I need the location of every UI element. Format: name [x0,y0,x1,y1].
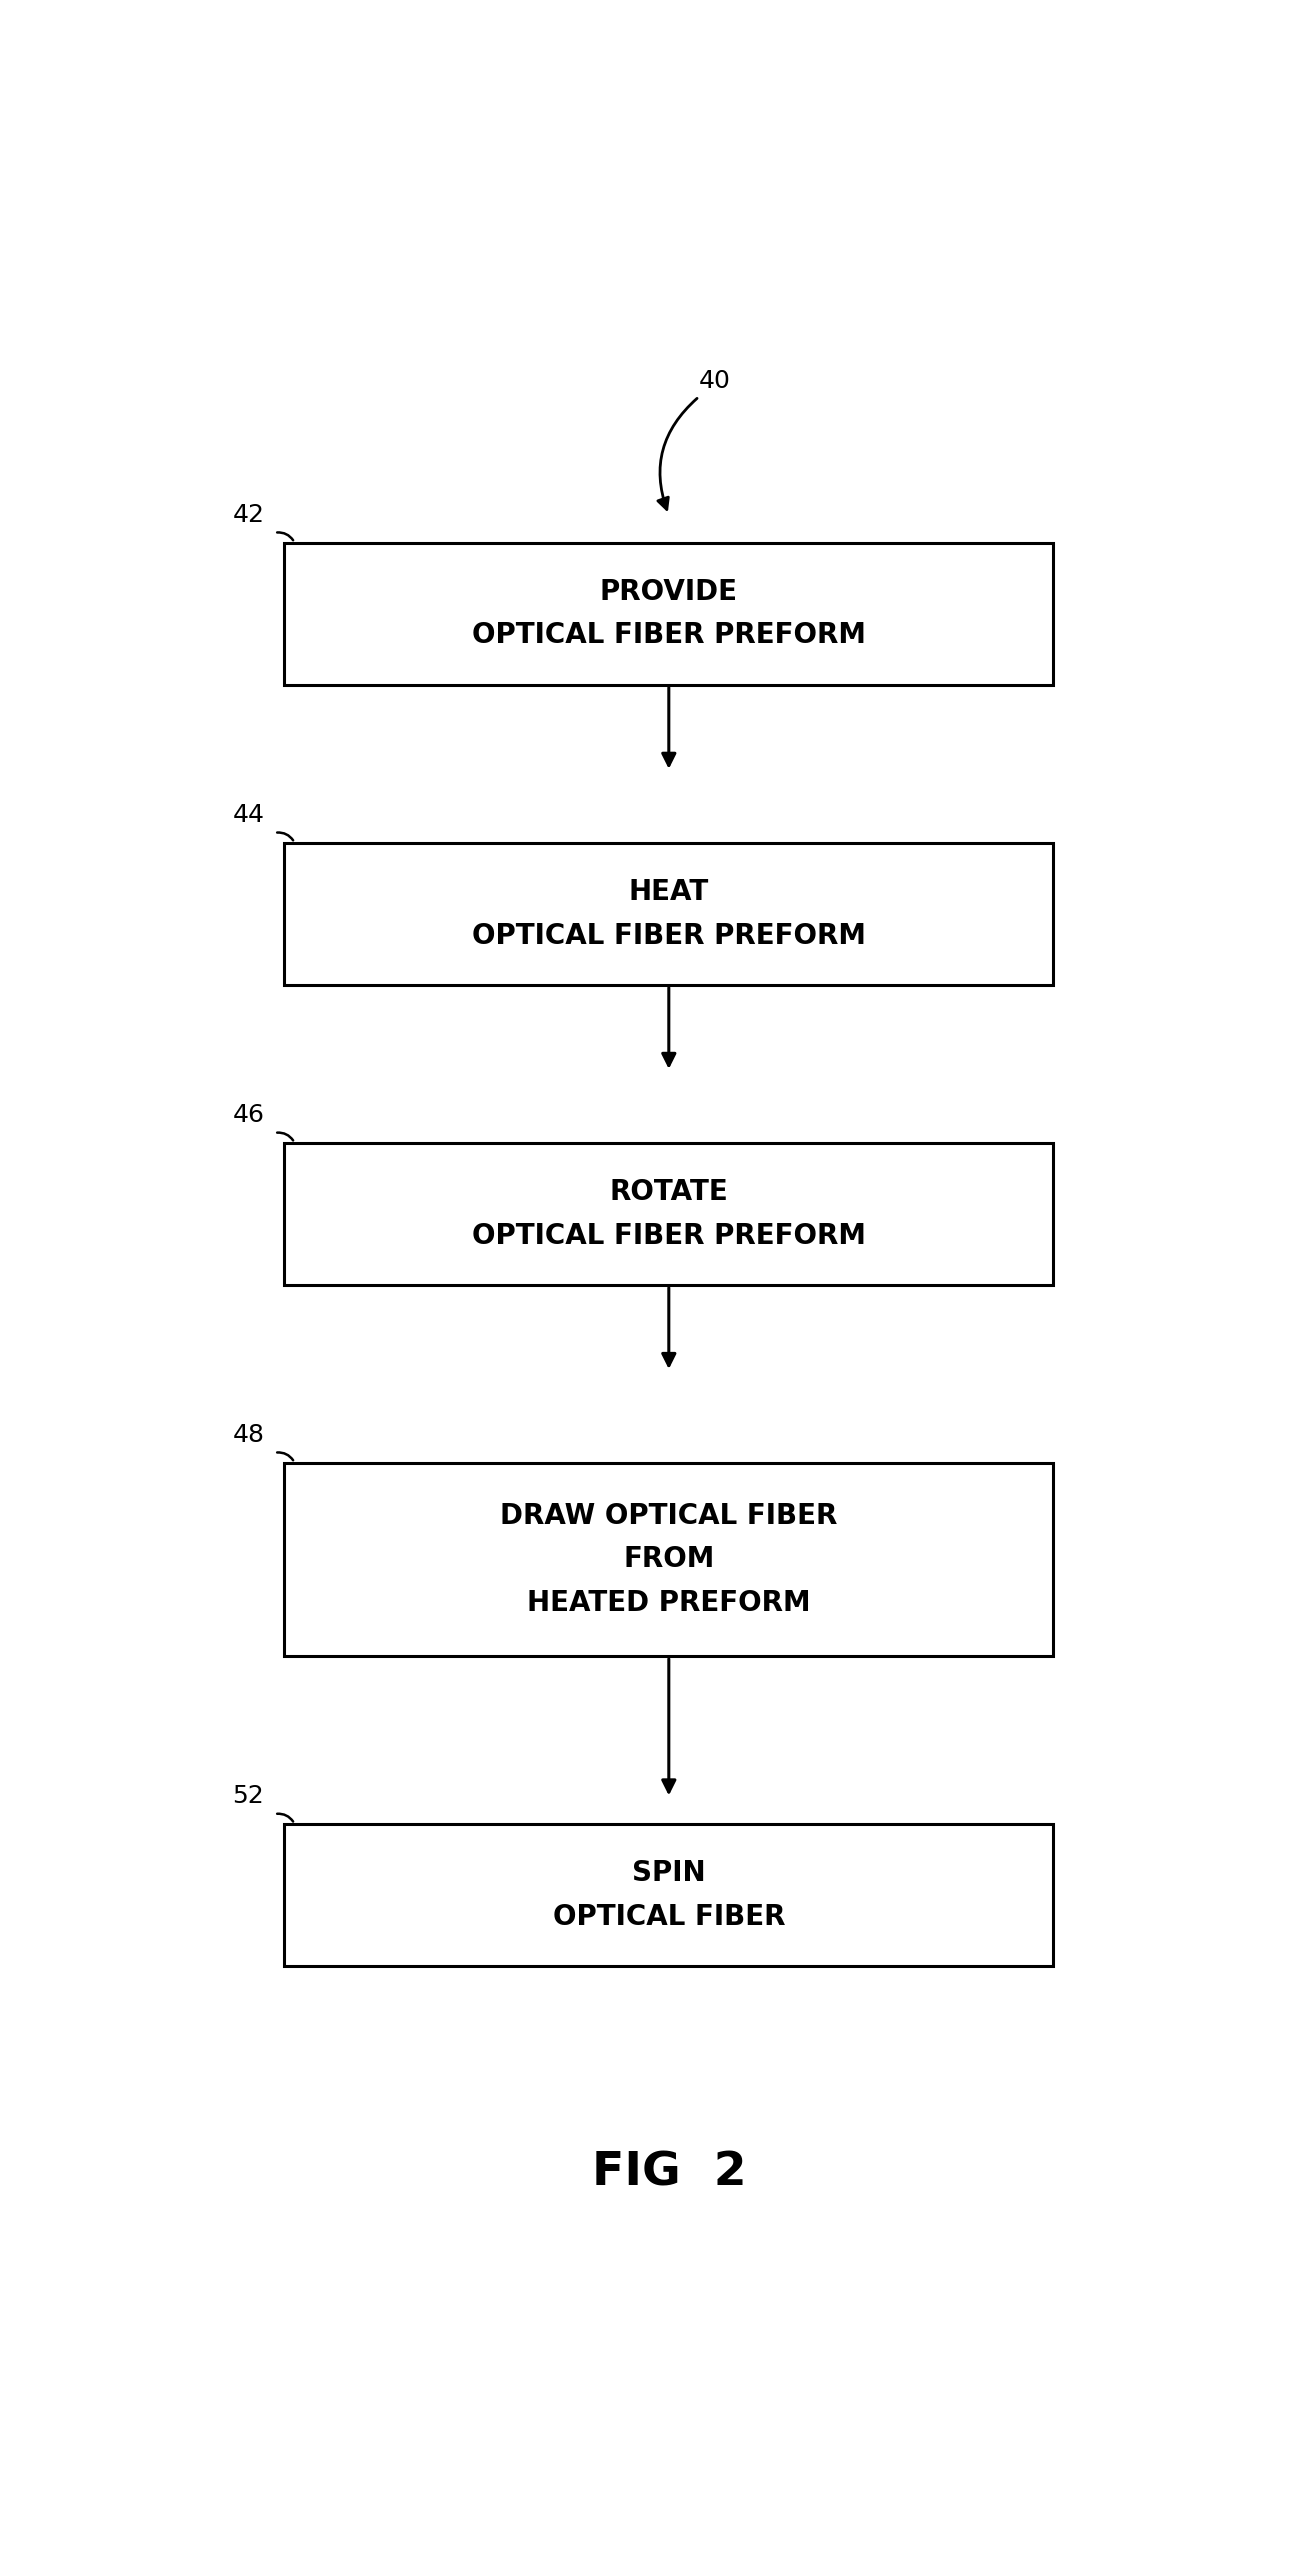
Text: FROM: FROM [622,1546,715,1574]
Text: OPTICAL FIBER PREFORM: OPTICAL FIBER PREFORM [472,1220,865,1249]
Text: DRAW OPTICAL FIBER: DRAW OPTICAL FIBER [500,1503,838,1531]
Text: HEATED PREFORM: HEATED PREFORM [527,1590,810,1618]
Text: ROTATE: ROTATE [609,1177,728,1205]
Bar [284,844,1053,985]
Text: OPTICAL FIBER PREFORM: OPTICAL FIBER PREFORM [472,620,865,649]
Bar [284,1461,1053,1656]
Text: PROVIDE: PROVIDE [600,577,737,605]
Text: HEAT: HEAT [629,877,709,905]
Text: 44: 44 [232,803,264,828]
Text: 46: 46 [232,1103,264,1128]
Text: 52: 52 [232,1785,264,1808]
Text: 42: 42 [232,503,264,526]
Text: OPTICAL FIBER PREFORM: OPTICAL FIBER PREFORM [472,920,865,949]
Bar [284,1823,1053,1967]
Bar [284,1144,1053,1285]
Text: 48: 48 [232,1423,264,1446]
Text: FIG  2: FIG 2 [591,2151,746,2195]
Bar [284,544,1053,685]
Text: SPIN: SPIN [632,1859,706,1887]
Text: OPTICAL FIBER: OPTICAL FIBER [552,1902,786,1931]
Text: 40: 40 [698,369,731,392]
